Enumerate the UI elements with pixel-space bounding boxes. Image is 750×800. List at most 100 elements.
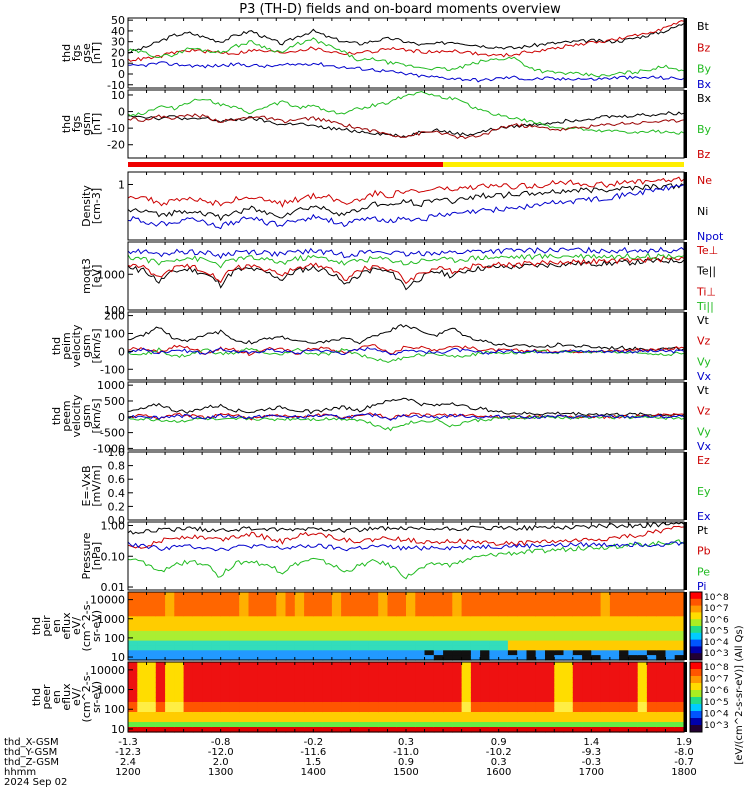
heatmap-cell — [489, 650, 500, 656]
mode-bar-segment — [128, 162, 444, 167]
heatmap-cell — [424, 707, 435, 713]
heatmap-cell — [322, 635, 333, 642]
heatmap-cell — [387, 722, 398, 728]
heatmap-cell — [526, 640, 537, 647]
heatmap-cell — [619, 697, 629, 703]
heatmap-cell — [276, 677, 287, 683]
heatmap-cell — [489, 621, 500, 627]
heatmap-cell — [192, 672, 203, 678]
heatmap-cell — [489, 712, 500, 718]
y-tick-label: 0 — [118, 345, 125, 358]
heatmap-cell — [489, 640, 500, 647]
heatmap-cell — [433, 667, 444, 673]
heatmap-cell — [554, 707, 565, 713]
heatmap-cell — [239, 606, 250, 613]
heatmap-cell — [554, 687, 565, 693]
heatmap-cell — [285, 621, 296, 627]
heatmap-cell — [294, 662, 305, 668]
panels: 50403020100-10thdfgsgse[nT]BtBzByBx100-1… — [30, 14, 724, 736]
heatmap-cell — [165, 606, 175, 613]
heatmap-cell — [498, 672, 509, 678]
heatmap-cell — [202, 697, 212, 703]
heatmap-cell — [619, 667, 629, 673]
heatmap-cell — [646, 616, 657, 622]
heatmap-cell — [359, 645, 370, 651]
heatmap-cell — [359, 596, 370, 603]
heatmap-cell — [406, 630, 416, 637]
heatmap-cell — [517, 611, 528, 617]
heatmap-cell — [480, 712, 490, 718]
heatmap-cell — [517, 682, 528, 688]
heatmap-cell — [155, 596, 166, 603]
heatmap-cell — [572, 650, 583, 656]
heatmap-cell — [498, 655, 509, 661]
heatmap-cell — [507, 667, 518, 673]
heatmap-cell — [294, 677, 305, 683]
heatmap-cell — [637, 645, 648, 651]
x-tick-label: -11.0 — [393, 747, 419, 758]
heatmap-cell — [563, 606, 574, 613]
heatmap-cell — [600, 611, 611, 617]
series-ni-line — [127, 183, 685, 222]
colorbar: 10^810^710^610^510^410^310^810^710^610^5… — [689, 591, 745, 765]
heatmap-cell — [545, 712, 555, 718]
heatmap-cell — [146, 702, 157, 708]
heatmap-cell — [480, 682, 490, 688]
heatmap-cell — [248, 717, 259, 723]
heatmap-cell — [591, 687, 602, 693]
heatmap-cell — [220, 655, 231, 661]
heatmap-cell — [591, 697, 602, 703]
heatmap-cell — [267, 677, 277, 683]
y-axis-label-line: thd — [60, 44, 73, 62]
heatmap-cell — [165, 722, 175, 728]
heatmap-cell — [646, 692, 657, 698]
heatmap-cell — [378, 672, 389, 678]
heatmap-cell — [415, 640, 426, 647]
heatmap-cell — [359, 677, 370, 683]
heatmap-cell — [359, 621, 370, 627]
heatmap-cell — [433, 630, 444, 637]
heatmap-cell — [637, 682, 648, 688]
colorbar-tick-label: 10^7 — [704, 675, 729, 685]
y-axis-label-line: velocity — [70, 324, 83, 367]
heatmap-cell — [526, 702, 537, 708]
heatmap-cell — [368, 692, 379, 698]
heatmap-cell — [396, 687, 407, 693]
heatmap-cell — [646, 677, 657, 683]
heatmap-cell — [443, 722, 453, 728]
heatmap-cell — [257, 672, 268, 678]
heatmap-cell — [452, 722, 463, 728]
heatmap-cell — [350, 677, 361, 683]
heatmap-cell — [211, 707, 222, 713]
heatmap-cell — [600, 662, 611, 668]
heatmap-cell — [619, 596, 629, 603]
heatmap-cell — [433, 650, 444, 656]
heatmap-cell — [480, 640, 490, 647]
heatmap-cell — [322, 682, 333, 688]
heatmap-cell — [276, 626, 287, 632]
heatmap-cell — [470, 596, 481, 603]
time-axis: thd_X-GSM -1.3 -0.8 -0.2 0.3 0.9 1.4 1.9thd_Y-G… — [4, 737, 697, 788]
heatmap-cell — [517, 596, 528, 603]
heatmap-peer_en_eflux — [128, 662, 685, 733]
heatmap-cell — [582, 592, 592, 598]
heatmap-cell — [433, 662, 444, 668]
series-te-line — [127, 257, 685, 291]
heatmap-cell — [368, 635, 379, 642]
y-axis-label-line: en — [50, 619, 63, 633]
heatmap-cell — [517, 630, 528, 637]
heatmap-cell — [600, 616, 611, 622]
heatmap-cell — [489, 692, 500, 698]
heatmap-cell — [433, 692, 444, 698]
heatmap-cell — [600, 687, 611, 693]
heatmap-cell — [229, 626, 240, 632]
heatmap-cell — [545, 645, 555, 651]
heatmap-cell — [248, 616, 259, 622]
heatmap-cell — [591, 727, 602, 733]
heatmap-cell — [591, 672, 602, 678]
heatmap-cell — [517, 727, 528, 733]
heatmap-cell — [535, 702, 546, 708]
heatmap-cell — [646, 596, 657, 603]
heatmap-cell — [304, 621, 314, 627]
y-axis-label-line: sr-eV) — [90, 610, 103, 642]
